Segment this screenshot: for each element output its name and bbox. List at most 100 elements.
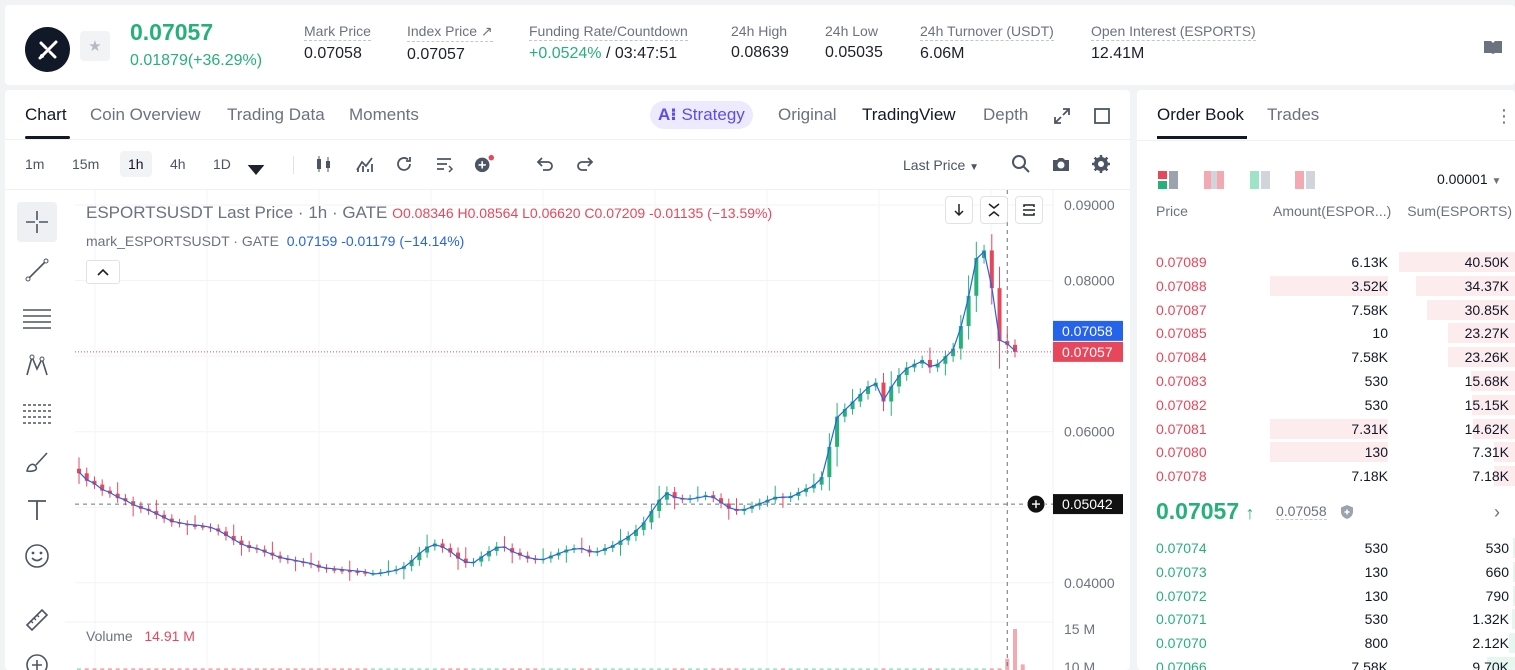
ask-row[interactable]: 0.07083 530 15.68K — [1137, 369, 1515, 393]
volume-bar — [355, 668, 360, 670]
text-tool[interactable] — [17, 490, 57, 530]
row-price: 0.07088 — [1156, 277, 1207, 294]
trendline-tool[interactable] — [17, 250, 57, 290]
stat-label: Mark Price — [304, 23, 371, 41]
ask-row[interactable]: 0.07089 6.13K 40.50K — [1137, 250, 1515, 274]
volume-bar — [1013, 629, 1017, 670]
window-icon[interactable] — [1093, 107, 1111, 125]
y-tick-label: 0.09000 — [1064, 197, 1115, 213]
more-icon[interactable]: ⋮ — [1495, 106, 1513, 126]
strategy-button[interactable]: A⁝ Strategy — [650, 101, 753, 129]
interval-1h[interactable]: 1h — [120, 151, 152, 177]
stat-funding-rate[interactable]: Funding Rate/Countdown +0.0524% / 03:47:… — [529, 23, 688, 63]
interval-4h[interactable]: 4h — [170, 156, 186, 172]
bid-row[interactable]: 0.07066 7.58K 9.70K — [1137, 655, 1515, 670]
book-icon[interactable] — [1483, 39, 1503, 55]
tab-coin-overview[interactable]: Coin Overview — [90, 105, 201, 124]
ask-row[interactable]: 0.07084 7.58K 23.26K — [1137, 345, 1515, 369]
ask-row[interactable]: 0.07087 7.58K 30.85K — [1137, 298, 1515, 322]
volume-bar — [378, 668, 383, 670]
volume-bar — [842, 668, 847, 670]
indicators-icon[interactable] — [355, 154, 375, 174]
ruler-tool[interactable] — [17, 600, 57, 640]
row-price: 0.07071 — [1156, 611, 1207, 628]
chevron-down-icon[interactable] — [246, 160, 266, 180]
interval-1d[interactable]: 1D — [213, 156, 231, 172]
stat-24h-turnover[interactable]: 24h Turnover (USDT) 6.06M — [920, 23, 1054, 63]
search-icon[interactable] — [1011, 154, 1031, 174]
tab-order-book[interactable]: Order Book — [1157, 105, 1244, 124]
emoji-tool[interactable] — [17, 536, 57, 576]
view-tradingview[interactable]: TradingView — [862, 105, 956, 124]
volume-bar — [301, 668, 306, 670]
price-chart[interactable]: 0.09000 0.08000 0.06000 0.04000 15 M 10 M 0.… — [65, 190, 1130, 670]
volume-bar — [247, 668, 252, 670]
bid-row[interactable]: 0.07071 530 1.32K — [1137, 607, 1515, 631]
undo-icon[interactable] — [535, 154, 555, 174]
stat-index-price[interactable]: Index Price ↗ 0.07057 — [407, 23, 493, 64]
volume-bar — [239, 668, 244, 670]
row-sum: 790 — [1485, 587, 1509, 604]
interval-15m[interactable]: 15m — [72, 156, 100, 172]
template-icon[interactable] — [434, 154, 454, 174]
crosshair-tool[interactable] — [17, 202, 57, 242]
volume-bar — [340, 668, 345, 670]
ask-row[interactable]: 0.07085 10 23.27K — [1137, 321, 1515, 345]
candle-body — [989, 250, 994, 289]
layout-both-icon[interactable] — [1157, 170, 1179, 190]
tab-trades[interactable]: Trades — [1267, 105, 1320, 124]
add-indicator-icon[interactable] — [474, 154, 494, 174]
precision-select[interactable]: 0.00001 ▼ — [1437, 171, 1501, 187]
scroll-down-button[interactable] — [945, 196, 973, 224]
volume-bar — [610, 668, 615, 670]
layout-alt-icon[interactable] — [1294, 170, 1316, 190]
reset-chart-button[interactable] — [1015, 196, 1043, 224]
redo-icon[interactable] — [575, 154, 595, 174]
interval-1m[interactable]: 1m — [25, 156, 45, 172]
ask-row[interactable]: 0.07080 130 7.31K — [1137, 440, 1515, 464]
bid-row[interactable]: 0.07072 130 790 — [1137, 584, 1515, 608]
price-axis[interactable]: 0.09000 0.08000 0.06000 0.04000 — [1064, 197, 1115, 591]
zoom-in-tool[interactable] — [17, 645, 57, 670]
bid-row[interactable]: 0.07074 530 530 — [1137, 536, 1515, 560]
volume-tick-label: 15 M — [1064, 621, 1095, 637]
volume-bar — [680, 668, 685, 670]
tab-trading-data[interactable]: Trading Data — [227, 105, 325, 124]
volume-bar — [927, 668, 932, 670]
layout-asks-icon[interactable] — [1203, 170, 1225, 190]
horizontal-lines-tool[interactable] — [17, 298, 57, 338]
ask-row[interactable]: 0.07081 7.31K 14.62K — [1137, 417, 1515, 441]
ask-row[interactable]: 0.07088 3.52K 34.37K — [1137, 274, 1515, 298]
gear-icon[interactable] — [1091, 154, 1111, 174]
bid-row[interactable]: 0.07073 130 660 — [1137, 560, 1515, 584]
candles-icon[interactable] — [314, 154, 334, 174]
stat-open-interest[interactable]: Open Interest (ESPORTS) 12.41M — [1091, 23, 1256, 63]
stat-mark-price[interactable]: Mark Price 0.07058 — [304, 23, 371, 63]
refresh-icon[interactable] — [394, 154, 414, 174]
shield-icon — [1341, 505, 1353, 519]
volume-bar — [100, 668, 105, 670]
brush-tool[interactable] — [17, 442, 57, 482]
chevron-right-icon[interactable]: › — [1494, 502, 1500, 522]
tab-moments[interactable]: Moments — [349, 105, 419, 124]
candle-body — [340, 569, 345, 572]
fit-chart-button[interactable] — [980, 196, 1008, 224]
candle-body — [997, 288, 1002, 342]
ask-row[interactable]: 0.07082 530 15.15K — [1137, 393, 1515, 417]
tab-chart[interactable]: Chart — [25, 105, 67, 124]
ask-row[interactable]: 0.07078 7.18K 7.18K — [1137, 464, 1515, 488]
bid-row[interactable]: 0.07070 800 2.12K — [1137, 631, 1515, 655]
fullscreen-icon[interactable] — [1053, 107, 1071, 125]
price-type-select[interactable]: Last Price ▼ — [903, 157, 979, 173]
fib-tool[interactable] — [17, 394, 57, 434]
camera-icon[interactable] — [1051, 154, 1071, 174]
favorite-star-icon[interactable]: ★ — [80, 31, 110, 61]
view-original[interactable]: Original — [778, 105, 837, 124]
layout-bids-icon[interactable] — [1249, 170, 1271, 190]
collapse-legend-button[interactable] — [86, 260, 120, 284]
stat-label: 24h Low — [825, 23, 878, 39]
view-depth[interactable]: Depth — [983, 105, 1029, 124]
pattern-tool[interactable] — [17, 346, 57, 386]
mid-mark-price[interactable]: 0.07058 — [1276, 503, 1327, 520]
stat-value: +0.0524% / 03:47:51 — [529, 45, 688, 63]
